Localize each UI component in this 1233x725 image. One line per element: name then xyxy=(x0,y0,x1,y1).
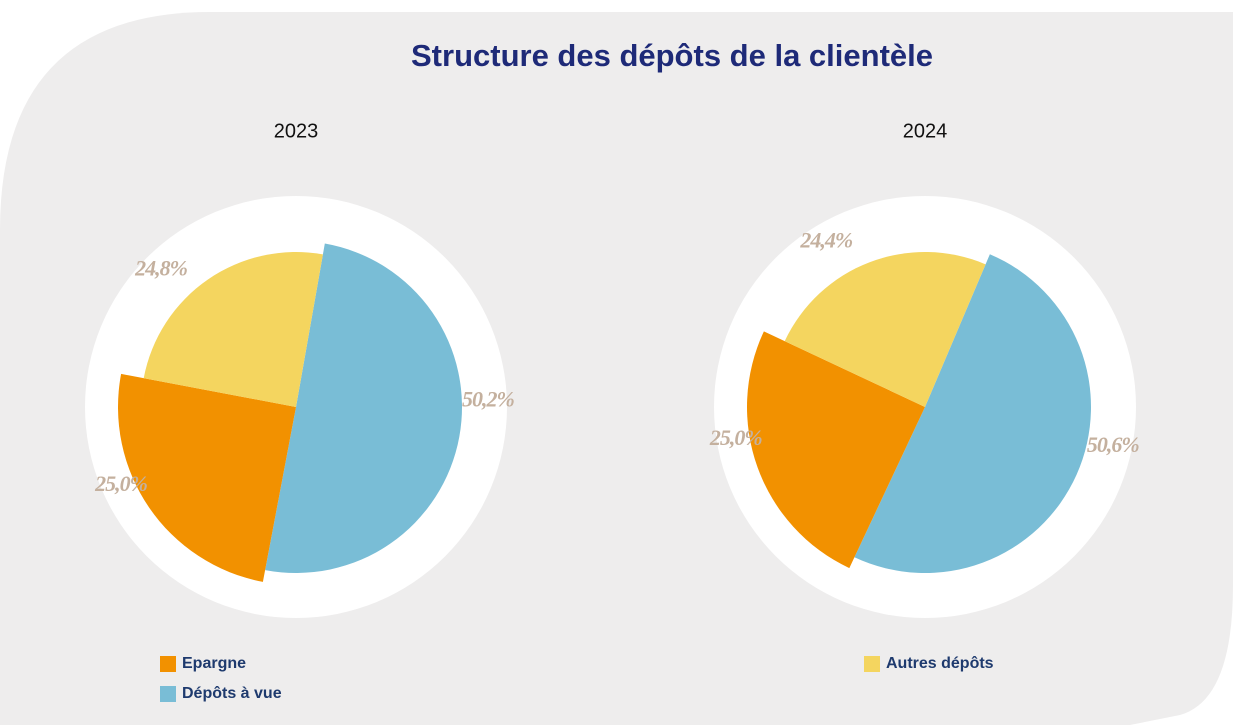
legend-label: Dépôts à vue xyxy=(182,685,282,702)
value-label: 25,0% xyxy=(709,425,763,450)
pie-slice xyxy=(784,251,986,407)
legend-swatch xyxy=(160,656,176,672)
legend-swatch xyxy=(864,656,880,672)
value-label: 50,2% xyxy=(462,387,515,412)
pie-slice xyxy=(117,373,296,582)
value-label: 24,8% xyxy=(134,255,188,280)
legend-label: Autres dépôts xyxy=(886,655,994,672)
pie-title: 2023 xyxy=(274,120,319,142)
pie-slice xyxy=(143,252,323,407)
pie-slice xyxy=(747,331,925,569)
legend-label: Epargne xyxy=(182,655,246,672)
chart-title: Structure des dépôts de la clientèle xyxy=(411,38,933,73)
legend-swatch xyxy=(160,686,176,702)
pie-title: 2024 xyxy=(903,120,948,142)
value-label: 24,4% xyxy=(799,227,853,252)
value-label: 50,6% xyxy=(1087,432,1140,457)
pie-slice xyxy=(265,243,463,574)
value-label: 25,0% xyxy=(94,471,148,496)
pie-slice xyxy=(854,254,1091,573)
